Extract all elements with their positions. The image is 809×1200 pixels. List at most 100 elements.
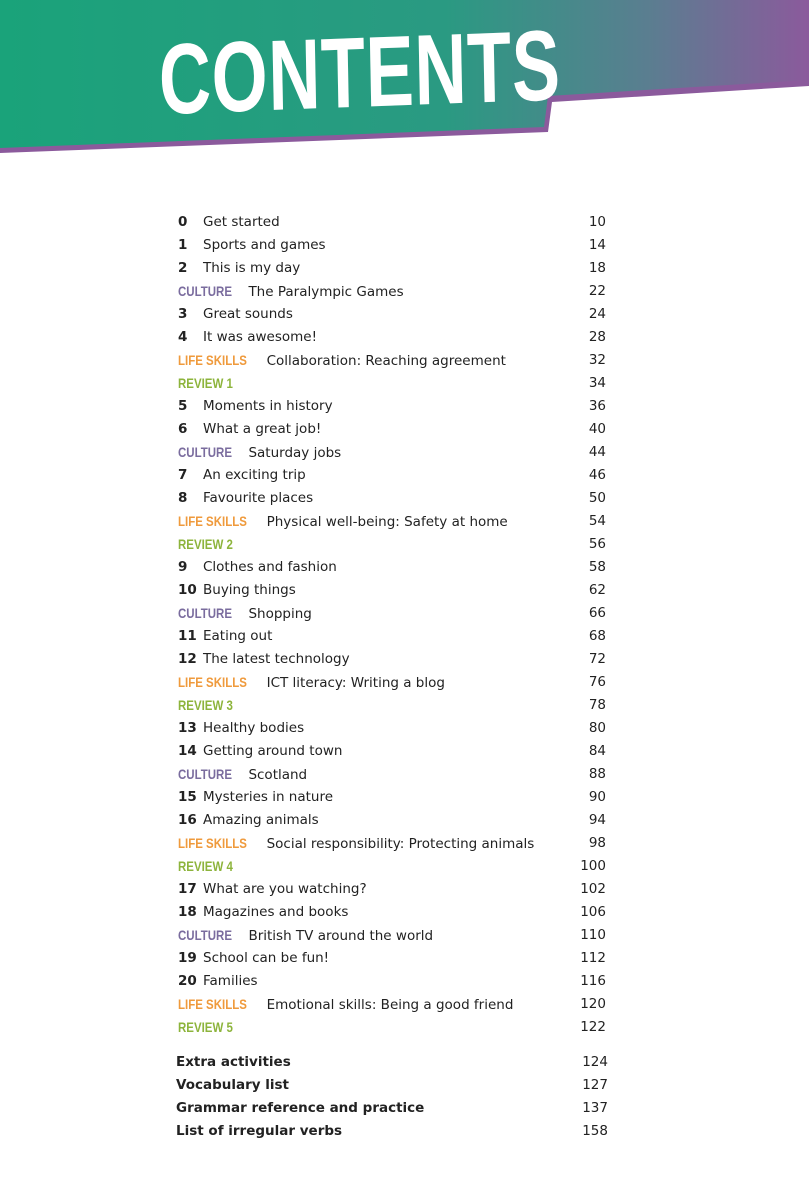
review-tag: REVIEW 2 xyxy=(178,536,233,552)
unit-number: 3 xyxy=(178,306,188,322)
unit-number: 6 xyxy=(178,421,188,437)
entry-title: Amazing animals xyxy=(203,812,319,828)
toc-entry[interactable]: LIFE SKILLS Physical well-being: Safety … xyxy=(178,511,608,534)
culture-tag: CULTURE xyxy=(178,766,232,782)
toc-entry[interactable]: 13 Healthy bodies 80 xyxy=(178,718,608,741)
extras-list: Extra activities 124 Vocabulary list 127 Gra… xyxy=(176,1052,610,1144)
toc-entry[interactable]: 20 Families 116 xyxy=(178,971,608,994)
toc-entry[interactable]: 11 Eating out 68 xyxy=(178,626,608,649)
page-number: 62 xyxy=(588,582,606,598)
unit-number: 14 xyxy=(178,743,197,759)
entry-title: Families xyxy=(203,973,258,989)
unit-number: 16 xyxy=(178,812,197,828)
page-number: 98 xyxy=(588,835,606,851)
toc-entry[interactable]: 4 It was awesome! 28 xyxy=(178,327,608,350)
entry-title: The latest technology xyxy=(203,651,350,667)
unit-number: 18 xyxy=(178,904,197,920)
unit-number: 0 xyxy=(178,214,188,230)
toc-entry[interactable]: CULTURE Shopping 66 xyxy=(178,603,608,626)
page-number: 50 xyxy=(588,490,606,506)
life-tag: LIFE SKILLS xyxy=(178,835,247,851)
toc-entry[interactable]: 19 School can be fun! 112 xyxy=(178,948,608,971)
toc-entry[interactable]: LIFE SKILLS Emotional skills: Being a go… xyxy=(178,994,608,1017)
unit-number: 8 xyxy=(178,490,188,506)
toc-entry[interactable]: LIFE SKILLS Social responsibility: Prote… xyxy=(178,833,608,856)
entry-title: Get started xyxy=(203,214,280,230)
culture-tag: CULTURE xyxy=(178,605,232,621)
toc-entry[interactable]: 16 Amazing animals 94 xyxy=(178,810,608,833)
page-number: 120 xyxy=(580,996,606,1012)
toc-entry[interactable]: REVIEW 2 56 xyxy=(178,534,608,557)
page-number: 36 xyxy=(588,398,606,414)
entry-title: Grammar reference and practice xyxy=(176,1100,425,1116)
unit-number: 20 xyxy=(178,973,197,989)
toc-entry[interactable]: 9 Clothes and fashion 58 xyxy=(178,557,608,580)
entry-title: Saturday jobs xyxy=(248,445,342,461)
page-number: 72 xyxy=(588,651,606,667)
culture-tag: CULTURE xyxy=(178,283,232,299)
entry-title: Favourite places xyxy=(203,490,314,506)
toc-entry[interactable]: LIFE SKILLS ICT literacy: Writing a blog… xyxy=(178,672,608,695)
page-number: 112 xyxy=(580,950,606,966)
entry-title: Mysteries in nature xyxy=(203,789,334,805)
toc-entry[interactable]: 8 Favourite places 50 xyxy=(178,488,608,511)
toc-entry[interactable]: REVIEW 1 34 xyxy=(178,373,608,396)
toc-entry[interactable]: REVIEW 3 78 xyxy=(178,695,608,718)
toc-entry[interactable]: 10 Buying things 62 xyxy=(178,580,608,603)
entry-title: Eating out xyxy=(203,628,273,644)
toc-entry[interactable]: 5 Moments in history 36 xyxy=(178,396,608,419)
entry-title: Clothes and fashion xyxy=(203,559,337,575)
toc-entry[interactable]: REVIEW 4 100 xyxy=(178,856,608,879)
toc-entry[interactable]: CULTURE British TV around the world 110 xyxy=(178,925,608,948)
page-number: 106 xyxy=(580,904,606,920)
extra-entry[interactable]: Vocabulary list 127 xyxy=(176,1075,610,1098)
toc-entry[interactable]: CULTURE The Paralympic Games 22 xyxy=(178,281,608,304)
toc-entry[interactable]: 7 An exciting trip 46 xyxy=(178,465,608,488)
entry-title: ICT literacy: Writing a blog xyxy=(266,675,445,691)
toc-entry[interactable]: CULTURE Saturday jobs 44 xyxy=(178,442,608,465)
review-tag: REVIEW 4 xyxy=(178,858,233,874)
unit-number: 19 xyxy=(178,950,197,966)
life-tag: LIFE SKILLS xyxy=(178,352,247,368)
toc-entry[interactable]: 6 What a great job! 40 xyxy=(178,419,608,442)
entry-title: What a great job! xyxy=(203,421,322,437)
entry-title: Buying things xyxy=(203,582,296,598)
life-tag: LIFE SKILLS xyxy=(178,674,247,690)
extra-entry[interactable]: Extra activities 124 xyxy=(176,1052,610,1075)
toc-entry[interactable]: 14 Getting around town 84 xyxy=(178,741,608,764)
entry-title: List of irregular verbs xyxy=(176,1123,343,1139)
entry-title: Sports and games xyxy=(203,237,326,253)
page-number: 66 xyxy=(588,605,606,621)
unit-number: 15 xyxy=(178,789,197,805)
page-number: 76 xyxy=(588,674,606,690)
entry-title: Great sounds xyxy=(203,306,293,322)
toc-entry[interactable]: 15 Mysteries in nature 90 xyxy=(178,787,608,810)
page-number: 94 xyxy=(588,812,606,828)
toc-entry[interactable]: 3 Great sounds 24 xyxy=(178,304,608,327)
life-tag: LIFE SKILLS xyxy=(178,996,247,1012)
entry-title: Shopping xyxy=(248,606,312,622)
unit-number: 10 xyxy=(178,582,197,598)
page-number: 28 xyxy=(588,329,606,345)
entry-title: Extra activities xyxy=(176,1054,291,1070)
page-number: 54 xyxy=(588,513,606,529)
extra-entry[interactable]: Grammar reference and practice 137 xyxy=(176,1098,610,1121)
page-number: 44 xyxy=(588,444,606,460)
toc-entry[interactable]: CULTURE Scotland 88 xyxy=(178,764,608,787)
toc-entry[interactable]: LIFE SKILLS Collaboration: Reaching agre… xyxy=(178,350,608,373)
toc-entry[interactable]: 0 Get started 10 xyxy=(178,212,608,235)
header-banner xyxy=(0,0,809,153)
toc-entry[interactable]: 12 The latest technology 72 xyxy=(178,649,608,672)
entry-title: This is my day xyxy=(203,260,301,276)
toc-entry[interactable]: 2 This is my day 18 xyxy=(178,258,608,281)
toc-entry[interactable]: 1 Sports and games 14 xyxy=(178,235,608,258)
entry-title: Vocabulary list xyxy=(176,1077,290,1093)
extra-entry[interactable]: List of irregular verbs 158 xyxy=(176,1121,610,1144)
page-number: 34 xyxy=(588,375,606,391)
page-number: 127 xyxy=(582,1077,608,1093)
entry-title: What are you watching? xyxy=(203,881,367,897)
toc-entry[interactable]: REVIEW 5 122 xyxy=(178,1017,608,1040)
toc-entry[interactable]: 17 What are you watching? 102 xyxy=(178,879,608,902)
toc-entry[interactable]: 18 Magazines and books 106 xyxy=(178,902,608,925)
entry-title: Moments in history xyxy=(203,398,333,414)
